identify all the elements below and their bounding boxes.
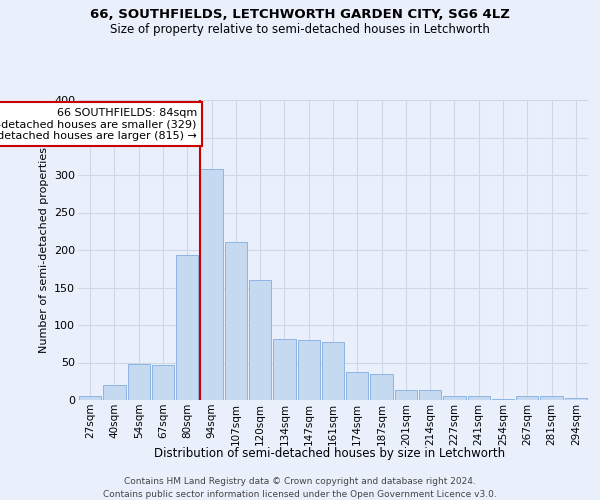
Bar	[200, 169, 223, 400]
Bar	[467, 396, 490, 400]
Bar	[224, 242, 247, 400]
Text: 66, SOUTHFIELDS, LETCHWORTH GARDEN CITY, SG6 4LZ: 66, SOUTHFIELDS, LETCHWORTH GARDEN CITY,…	[90, 8, 510, 20]
Bar	[128, 364, 150, 400]
Text: 66 SOUTHFIELDS: 84sqm
← 28% of semi-detached houses are smaller (329)
70% of sem: 66 SOUTHFIELDS: 84sqm ← 28% of semi-deta…	[0, 108, 197, 140]
Bar	[419, 390, 442, 400]
Bar	[273, 338, 296, 400]
Bar	[346, 372, 368, 400]
Bar	[79, 396, 101, 400]
Bar	[370, 374, 393, 400]
Bar	[443, 396, 466, 400]
Text: Size of property relative to semi-detached houses in Letchworth: Size of property relative to semi-detach…	[110, 22, 490, 36]
Text: Contains HM Land Registry data © Crown copyright and database right 2024.: Contains HM Land Registry data © Crown c…	[124, 478, 476, 486]
Bar	[103, 385, 125, 400]
Bar	[176, 255, 199, 400]
Bar	[492, 398, 514, 400]
Text: Contains public sector information licensed under the Open Government Licence v3: Contains public sector information licen…	[103, 490, 497, 499]
Bar	[395, 390, 417, 400]
Bar	[541, 396, 563, 400]
Bar	[249, 280, 271, 400]
Bar	[516, 396, 538, 400]
Bar	[152, 365, 174, 400]
Text: Distribution of semi-detached houses by size in Letchworth: Distribution of semi-detached houses by …	[154, 448, 506, 460]
Y-axis label: Number of semi-detached properties: Number of semi-detached properties	[38, 147, 49, 353]
Bar	[565, 398, 587, 400]
Bar	[298, 340, 320, 400]
Bar	[322, 342, 344, 400]
